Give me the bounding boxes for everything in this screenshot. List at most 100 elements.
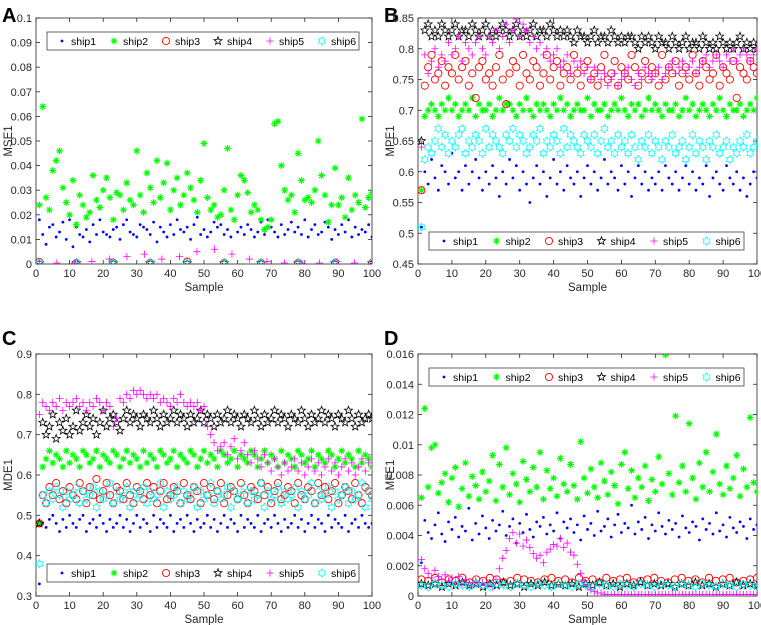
data-point — [746, 414, 754, 421]
data-point — [420, 81, 429, 90]
data-point — [635, 577, 646, 587]
data-point — [71, 522, 75, 525]
data-point — [72, 482, 81, 492]
data-point — [526, 106, 534, 114]
data-point — [448, 474, 456, 482]
data-point — [472, 39, 480, 47]
data-point — [115, 522, 119, 525]
data-point — [155, 240, 159, 244]
data-point — [750, 106, 757, 114]
data-point — [735, 531, 739, 534]
data-point — [485, 32, 493, 41]
data-point — [364, 486, 372, 496]
data-point — [358, 459, 366, 467]
x-tick-label: 30 — [131, 600, 143, 612]
legend-marker — [161, 568, 171, 578]
data-point — [629, 37, 641, 47]
data-point — [370, 522, 372, 525]
data-point — [341, 482, 350, 492]
data-point — [132, 233, 135, 236]
data-point — [334, 499, 343, 508]
data-point — [146, 451, 154, 459]
data-point — [41, 429, 52, 439]
data-point — [115, 494, 125, 504]
y-tick-label: 0.002 — [386, 561, 414, 573]
data-point — [219, 522, 223, 525]
data-point — [621, 106, 629, 114]
data-point — [64, 429, 75, 439]
data-point — [64, 238, 68, 241]
data-point — [323, 409, 334, 419]
data-point — [663, 43, 674, 54]
data-point — [135, 235, 139, 239]
data-point — [650, 573, 659, 582]
data-point — [609, 170, 613, 174]
data-point — [306, 235, 310, 239]
data-point — [254, 455, 262, 463]
data-point — [102, 398, 111, 406]
data-point — [451, 142, 460, 152]
data-point — [445, 94, 452, 102]
data-point — [330, 258, 340, 264]
data-point — [684, 164, 688, 168]
x-tick-label: 20 — [480, 600, 492, 612]
data-point — [223, 451, 232, 459]
data-point — [257, 463, 265, 471]
data-point — [170, 186, 178, 194]
data-point — [128, 230, 132, 234]
data-point — [434, 113, 442, 120]
data-point — [347, 218, 350, 222]
data-point — [69, 176, 77, 184]
data-point — [520, 580, 529, 591]
data-point — [146, 258, 155, 264]
data-area — [418, 354, 757, 596]
data-point — [472, 579, 481, 589]
data-point — [529, 464, 537, 471]
data-point — [259, 530, 263, 533]
data-point — [460, 188, 464, 192]
panel-b: B01020304050607080901000.450.50.550.60.6… — [384, 5, 761, 294]
data-point — [203, 459, 211, 467]
data-point — [708, 69, 717, 78]
data-point — [550, 474, 557, 482]
data-point — [443, 170, 447, 174]
data-point — [448, 574, 456, 582]
data-point — [54, 235, 58, 239]
data-point — [69, 451, 77, 459]
data-point — [577, 569, 585, 577]
data-point — [508, 525, 511, 528]
data-point — [680, 31, 691, 41]
data-point — [58, 502, 67, 513]
data-point — [431, 106, 439, 114]
data-point — [543, 467, 551, 474]
data-point — [190, 451, 198, 459]
data-point — [205, 513, 209, 517]
data-point — [219, 413, 230, 423]
data-point — [205, 413, 216, 423]
data-point — [358, 115, 366, 123]
data-point — [595, 31, 607, 41]
data-point — [606, 182, 610, 186]
data-point — [189, 238, 192, 241]
x-tick-label: 10 — [446, 600, 458, 612]
legend-label: ship4 — [227, 568, 252, 580]
data-point — [697, 538, 701, 542]
data-point — [528, 201, 532, 204]
data-point — [91, 517, 95, 521]
data-point — [49, 459, 57, 467]
data-point — [142, 517, 145, 521]
legend-label: ship4 — [227, 36, 252, 48]
data-point — [731, 577, 742, 587]
data-point — [185, 513, 189, 517]
data-point — [657, 511, 661, 515]
data-point — [102, 490, 111, 500]
data-point — [434, 63, 442, 71]
data-point — [739, 45, 748, 53]
legend-label: ship6 — [716, 236, 741, 248]
data-point — [531, 176, 535, 180]
data-point — [311, 186, 319, 194]
data-point — [153, 390, 161, 398]
data-point — [580, 474, 588, 482]
data-point — [586, 142, 596, 152]
data-point — [430, 579, 440, 589]
